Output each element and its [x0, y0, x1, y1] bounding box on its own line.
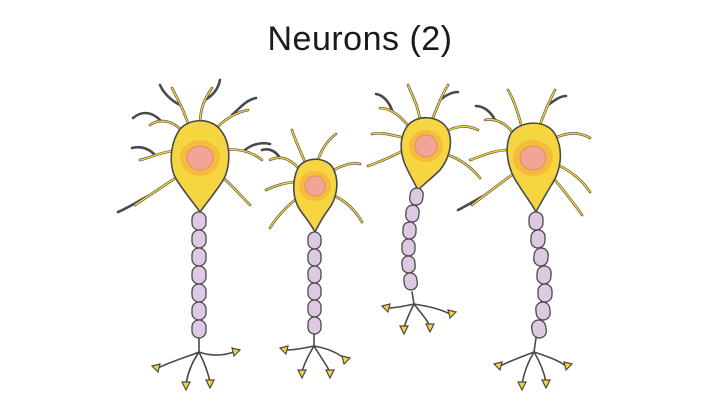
neuron-2-nucleus [304, 175, 326, 197]
neuron-1-axon-terminals [150, 337, 242, 392]
neuron-3 [366, 83, 482, 336]
neuron-4-nucleus [519, 145, 547, 171]
slide-title: Neurons (2) [267, 20, 453, 58]
neuron-4-axon-terminals [492, 337, 574, 392]
neuron-1 [116, 78, 272, 392]
neuron-4-myelin [528, 211, 553, 339]
neuron-1-myelin [191, 211, 207, 339]
neuron-2 [260, 128, 364, 380]
neuron-3-myelin [401, 187, 424, 291]
neuron-3-axon-terminals [380, 291, 458, 336]
neuron-3-nucleus [414, 134, 438, 158]
neuron-1-nucleus [186, 145, 214, 171]
neuron-4-dendrites [456, 88, 592, 217]
neuron-4 [456, 88, 592, 392]
neuron-2-axon-terminals [278, 333, 352, 380]
neuron-2-myelin [307, 231, 322, 335]
